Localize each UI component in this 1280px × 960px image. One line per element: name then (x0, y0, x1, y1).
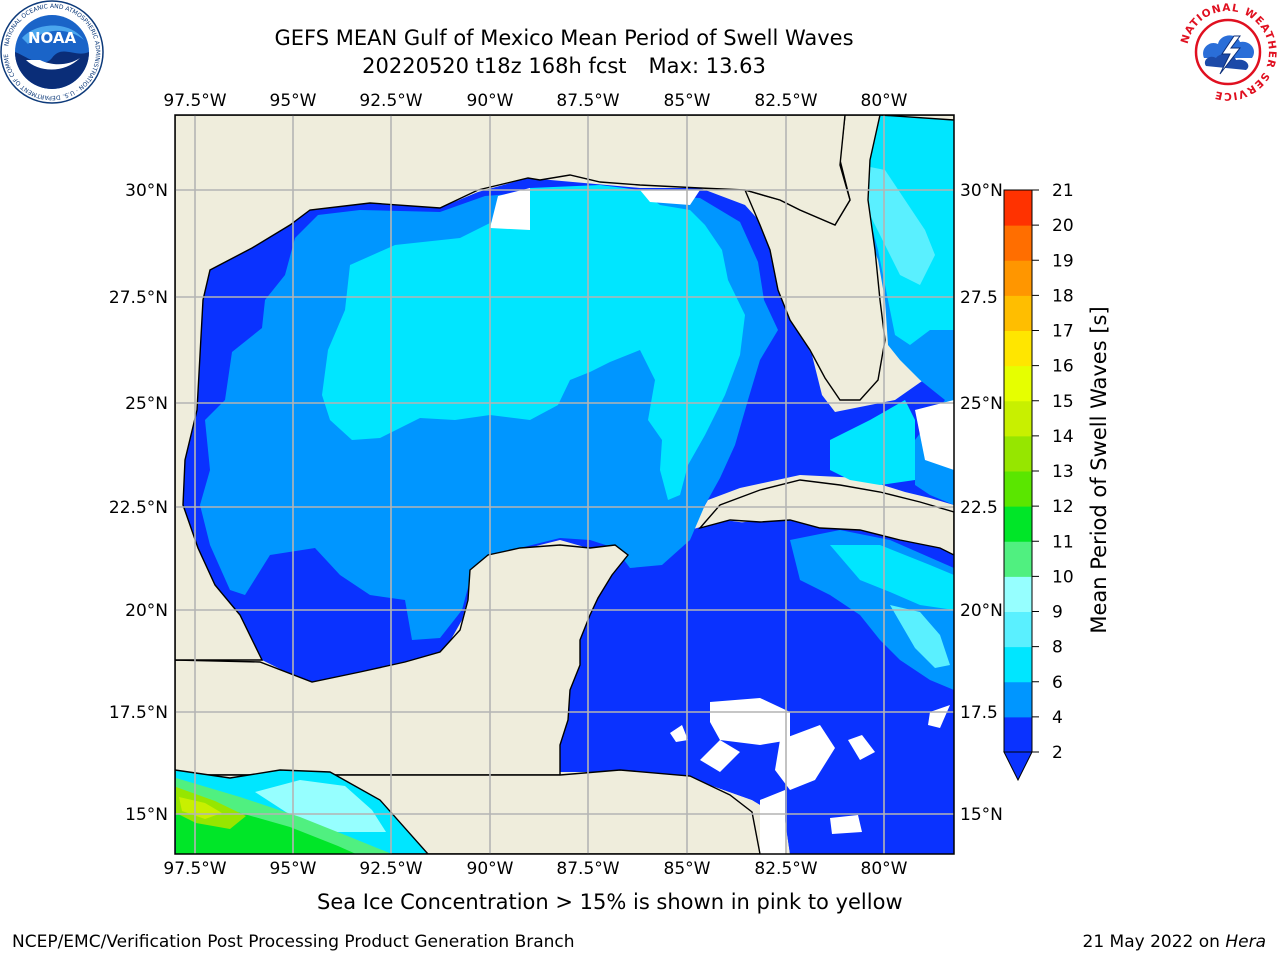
lon-top-label: 80°W (861, 91, 908, 111)
noaa-logo-text: NOAA (28, 29, 77, 47)
lat-left-label: 22.5°N (109, 498, 168, 518)
colorbar-tick-label: 8 (1052, 638, 1063, 658)
producer-credit: NCEP/EMC/Verification Post Processing Pr… (12, 932, 575, 952)
lat-right-label: 15°N (960, 805, 1003, 825)
lon-bottom-label: 92.5°W (359, 859, 422, 879)
colorbar-segment (1004, 471, 1032, 507)
production-date: 21 May 2022 on Hera (1083, 932, 1267, 952)
colorbar-tick-label: 11 (1052, 532, 1074, 552)
colorbar-segment (1004, 330, 1032, 367)
lat-right-label: 25°N (960, 394, 1003, 414)
colorbar-tick-label: 17 (1052, 322, 1074, 342)
lon-top-label: 85°W (664, 91, 711, 111)
yucatan-peninsula (175, 544, 629, 776)
colorbar: 2 4 6 8 9 10 11 12 13 14 15 16 17 18 19 20 21 (1003, 181, 1074, 782)
colorbar-extend-arrow (1003, 751, 1033, 782)
colorbar-tick-label: 19 (1052, 251, 1074, 271)
colorbar-tick-label: 12 (1052, 497, 1074, 517)
lat-right-label: 17.5 (960, 703, 998, 723)
colorbar-label: Mean Period of Swell Waves [s] (1087, 306, 1111, 633)
chart-title: GEFS MEAN Gulf of Mexico Mean Period of … (274, 26, 854, 50)
colorbar-segment (1004, 400, 1032, 437)
lat-left-label: 27.5°N (109, 288, 168, 308)
colorbar-tick-label: 14 (1052, 427, 1074, 447)
colorbar-segment (1004, 541, 1032, 577)
colorbar-tick-label: 9 (1052, 603, 1063, 623)
lon-bottom-label: 82.5°W (754, 859, 817, 879)
lat-right-label: 22.5 (960, 498, 998, 518)
colorbar-tick-label: 18 (1052, 286, 1074, 306)
straits-period-6-8 (830, 400, 915, 485)
colorbar-tick-label: 10 (1052, 567, 1074, 587)
atlantic-period-8-9 (860, 165, 935, 285)
axis-labels: 97.5°W 95°W 92.5°W 90°W 87.5°W 85°W 82.5… (109, 91, 1003, 879)
lat-left-label: 20°N (125, 601, 168, 621)
lat-left-label: 17.5°N (109, 703, 168, 723)
colorbar-segment (1004, 716, 1032, 753)
colorbar-segment (1004, 611, 1032, 648)
lon-bottom-label: 85°W (664, 859, 711, 879)
lon-top-label: 97.5°W (163, 91, 226, 111)
host-name: Hera (1225, 932, 1266, 952)
colorbar-segment (1004, 506, 1032, 542)
colorbar-tick-label: 20 (1052, 216, 1074, 236)
lat-left-label: 15°N (125, 805, 168, 825)
colorbar-segment (1004, 646, 1032, 683)
max-label: Max: 13.63 (648, 54, 766, 78)
missing-data-patches (490, 188, 954, 854)
lon-top-label: 82.5°W (754, 91, 817, 111)
colorbar-segment (1004, 365, 1032, 402)
lat-right-label: 30°N (960, 181, 1003, 201)
lat-right-label: 27.5 (960, 288, 998, 308)
pacific-period-9-10 (255, 780, 386, 832)
colorbar-tick-label: 4 (1052, 708, 1063, 728)
noaa-logo-icon: NATIONAL OCEANIC AND ATMOSPHERIC ADMINIS… (0, 0, 104, 104)
caribbean-period-6-8 (830, 545, 954, 610)
colorbar-segment (1004, 435, 1032, 472)
national-weather-service-logo-icon: NATIONAL WEATHER SERVICE (1178, 2, 1278, 102)
lon-bottom-label: 80°W (861, 859, 908, 879)
lat-left-label: 25°N (125, 394, 168, 414)
colorbar-segment (1004, 295, 1032, 331)
lon-top-label: 95°W (270, 91, 317, 111)
lon-top-label: 90°W (467, 91, 514, 111)
colorbar-segment (1004, 225, 1032, 261)
lat-right-label: 20°N (960, 601, 1003, 621)
colorbar-tick-label: 16 (1052, 357, 1074, 377)
colorbar-tick-label: 2 (1052, 743, 1063, 763)
colorbar-segment (1004, 681, 1032, 718)
lon-top-label: 87.5°W (556, 91, 619, 111)
lon-bottom-label: 90°W (467, 859, 514, 879)
map-frame (174, 114, 955, 855)
colorbar-segment (1004, 576, 1032, 612)
lon-bottom-label: 97.5°W (163, 859, 226, 879)
lat-left-label: 30°N (125, 181, 168, 201)
run-label: 20220520 t18z 168h fcst (362, 54, 627, 78)
colorbar-segment (1004, 260, 1032, 296)
colorbar-tick-label: 21 (1052, 181, 1074, 201)
colorbar-tick-label: 6 (1052, 673, 1063, 693)
graticule (175, 115, 954, 854)
gulf-period-6-8 (322, 185, 745, 500)
lon-top-label: 92.5°W (359, 91, 422, 111)
lon-bottom-label: 95°W (270, 859, 317, 879)
lon-bottom-label: 87.5°W (556, 859, 619, 879)
colorbar-segment (1004, 190, 1032, 226)
production-date-text: 21 May 2022 on (1082, 932, 1226, 952)
map-field (175, 115, 954, 854)
colorbar-tick-label: 13 (1052, 462, 1074, 482)
chart-subtitle: 20220520 t18z 168h fcst Max: 13.63 (0, 54, 1128, 78)
colorbar-tick-label: 15 (1052, 392, 1074, 412)
caribbean-period-8-9 (890, 605, 950, 668)
